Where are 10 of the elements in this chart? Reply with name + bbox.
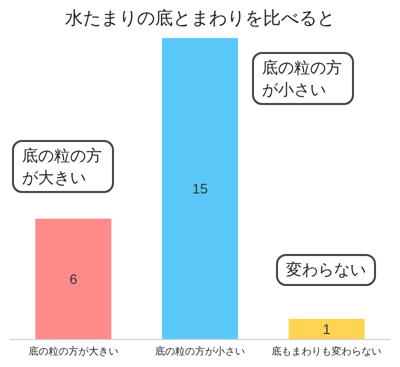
x-tick-label: 底もまわりも変わらない [272,346,382,358]
data-label: 1 [322,320,331,337]
chart-title: 水たまりの底とまわりを比べると [65,8,335,28]
speech-bubble: 底の粒の方が小さい [252,52,354,106]
x-tick-label: 底の粒の方が大きい [28,346,118,358]
data-label: 6 [69,270,78,287]
speech-bubble: 底の粒の方が大きい [12,140,114,194]
speech-bubble: 変わらない [276,254,376,286]
data-label: 15 [192,180,208,196]
x-tick-label: 底の粒の方が小さい [155,346,245,358]
